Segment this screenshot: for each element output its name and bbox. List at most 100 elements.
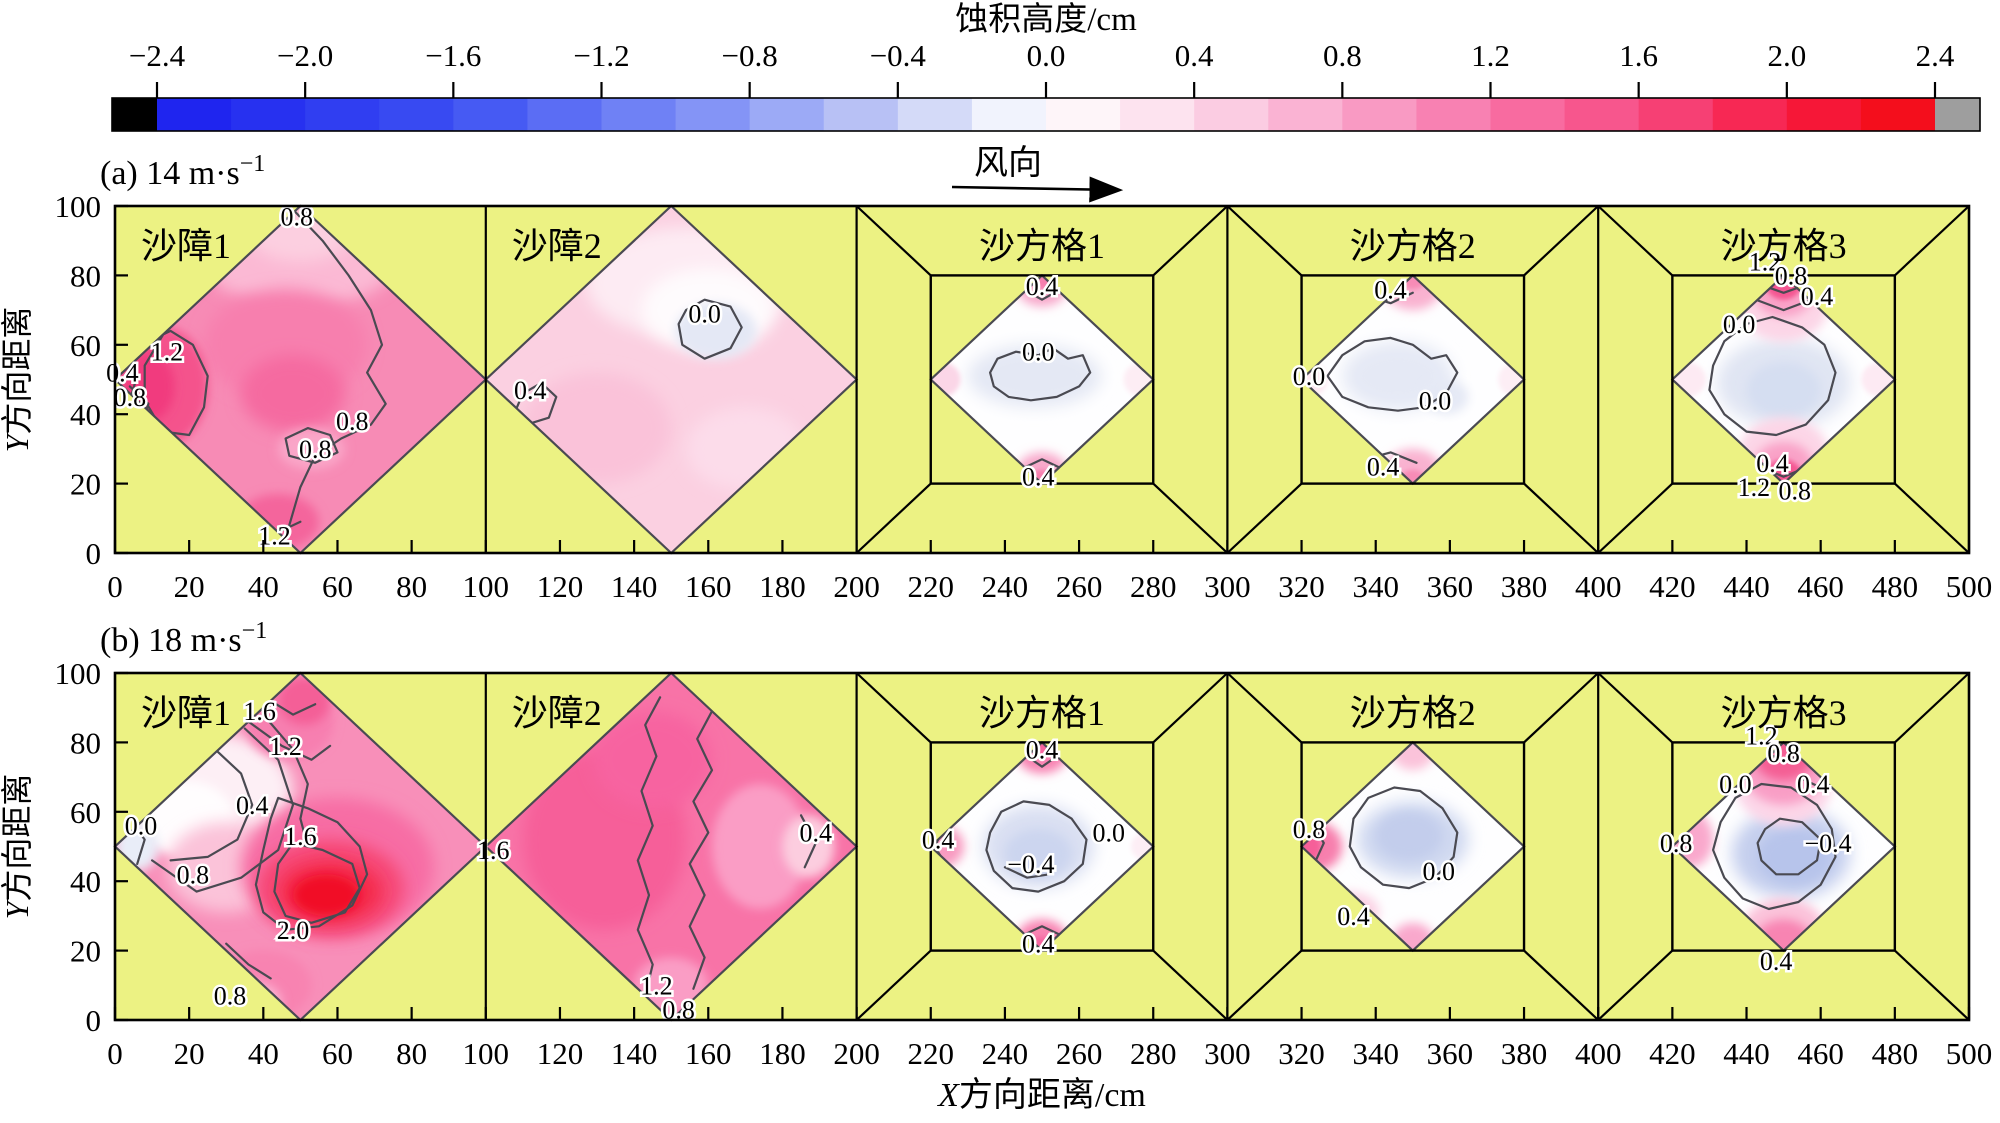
colorbar-band	[1120, 98, 1195, 131]
contour-line	[247, 720, 332, 761]
contour-label: 0.4	[922, 826, 955, 855]
section-title: 沙方格3	[1721, 693, 1847, 733]
contour-labels: 1.20.80.0 0.4−0.40.80.4	[1657, 719, 1854, 979]
x-tick-label: 360	[1427, 569, 1474, 604]
x-tick-label: 460	[1797, 569, 1844, 604]
x-tick-label: 200	[833, 569, 880, 604]
colorbar-band	[897, 98, 973, 131]
frame-diagonal	[1152, 949, 1229, 1021]
contour-line	[143, 329, 209, 437]
contour-label: 0.4	[236, 791, 269, 820]
contour-line	[1022, 288, 1062, 301]
field-blob	[1753, 919, 1814, 951]
inner-square	[1671, 274, 1897, 485]
contour-label: 0.4	[1756, 449, 1789, 478]
frame-diagonal	[1894, 482, 1970, 554]
contour-label: 0.0	[1092, 819, 1125, 848]
contour-label: 0.4	[1367, 452, 1400, 481]
field-blob	[278, 428, 345, 470]
x-tick-label: 420	[1649, 569, 1696, 604]
field-blob	[1423, 379, 1469, 415]
colorbar-tick-label: 1.2	[1471, 38, 1510, 73]
wind-arrow	[951, 176, 1124, 203]
x-tick-label: 60	[322, 569, 353, 604]
colorbar: −2.4 −2.0 −1.6 −1.2 −0.8 −0.4 0.0 0.4 0.8 1.2 1.6 2…	[111, 1, 1981, 132]
x-tick-label: 320	[1278, 1036, 1325, 1071]
contour-label: 0.8	[1778, 477, 1811, 506]
colorbar-tick-label: 1.6	[1619, 38, 1658, 73]
contour-labels: 0.0 0.4	[512, 297, 724, 407]
section-title: 沙障2	[512, 693, 602, 733]
x-tick-label: 420	[1649, 1036, 1696, 1071]
y-axis-label: Y方向距离	[0, 774, 35, 920]
panel-a: 0.81.20.40.80.80.81.2沙障10.00.4沙障20.40.00…	[0, 144, 1992, 604]
contour-line	[269, 699, 317, 716]
x-tick-label: 0	[107, 569, 123, 604]
colorbar-tick-label: −1.6	[425, 38, 481, 73]
frame-diagonal	[1226, 672, 1303, 744]
contour-label: 1.2	[1749, 248, 1782, 277]
x-tick-label: 160	[685, 569, 732, 604]
colorbar-band	[305, 98, 380, 131]
colorbar-band	[231, 98, 306, 131]
contour-line	[1326, 336, 1459, 412]
y-tick-label: 40	[70, 397, 101, 432]
x-tick-label: 340	[1352, 569, 1399, 604]
x-tick-label: 220	[908, 569, 955, 604]
colorbar-tick-label: −2.0	[277, 38, 333, 73]
contour-label: 1.6	[284, 822, 317, 851]
x-tick-label: 500	[1946, 1036, 1993, 1071]
contour-label: 0.0	[1022, 338, 1055, 367]
contour-label: 0.4	[1022, 463, 1055, 492]
x-tick-label: 40	[248, 1036, 279, 1071]
section-沙方格2-a: 0.4 0.0 0.0 0.4 沙方格2	[1226, 205, 1599, 554]
contour-label: 0.8	[114, 383, 147, 412]
contour-lines	[989, 288, 1092, 471]
contour-label: 0.8	[177, 860, 210, 889]
field-blob	[782, 815, 835, 878]
contour-label: 0.4	[1374, 275, 1407, 304]
contour-label: 0.8	[299, 435, 332, 464]
colorbar-band	[453, 98, 529, 131]
colorbar-band	[675, 98, 751, 131]
frame-diagonal	[1226, 949, 1303, 1021]
y-tick-label: 0	[86, 536, 102, 571]
x-tick-label: 440	[1723, 1036, 1770, 1071]
colorbar-band	[1046, 98, 1121, 131]
frame-diagonal	[1226, 205, 1303, 277]
contour-label: 0.4	[1022, 930, 1055, 959]
contour-line	[1348, 786, 1459, 890]
colorbar-band	[1638, 98, 1714, 131]
contour-lines	[121, 208, 387, 534]
field-blob	[1375, 811, 1443, 861]
frame-diagonal	[1523, 205, 1599, 277]
panel-border	[113, 671, 1971, 1022]
colorbar-band	[1786, 98, 1862, 131]
y-tick-label: 80	[70, 725, 101, 760]
x-tick-label: 300	[1204, 569, 1251, 604]
colorbar-band	[749, 98, 825, 131]
colorbar-band	[1860, 98, 1936, 131]
contour-label: 0.0	[125, 812, 158, 841]
contour-labels: 0.4 0.4 0.0 −0.4 0.4	[919, 733, 1127, 961]
x-tick-label: 220	[908, 1036, 955, 1071]
field-blob	[1004, 829, 1072, 878]
wind-direction-annotation: 风向	[951, 144, 1124, 203]
field-blob	[292, 874, 360, 916]
contour-label: 0.0	[688, 300, 721, 329]
field-blob	[1757, 829, 1832, 885]
contour-label: 0.0	[1723, 310, 1756, 339]
colorbar-band	[1268, 98, 1343, 131]
x-tick-label: 180	[759, 1036, 806, 1071]
contour-label: 0.8	[1767, 739, 1800, 768]
panel-title: (a) 14 m·s−1	[100, 151, 265, 192]
contour-line	[1712, 782, 1837, 911]
contour-line	[636, 696, 662, 997]
section-title: 沙障2	[512, 226, 602, 266]
y-tick-label: 100	[55, 189, 102, 224]
field-blob	[593, 711, 712, 809]
colorbar-band	[157, 98, 232, 131]
field-blob	[241, 355, 345, 432]
